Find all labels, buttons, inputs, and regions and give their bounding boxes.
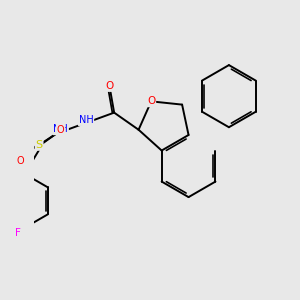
Text: O: O xyxy=(147,96,155,106)
Text: O: O xyxy=(106,81,114,91)
Text: O: O xyxy=(16,156,24,166)
Text: NH: NH xyxy=(53,124,68,134)
Text: NH: NH xyxy=(79,115,93,125)
Text: F: F xyxy=(15,228,21,238)
Text: O: O xyxy=(57,124,64,135)
Text: S: S xyxy=(35,140,43,150)
